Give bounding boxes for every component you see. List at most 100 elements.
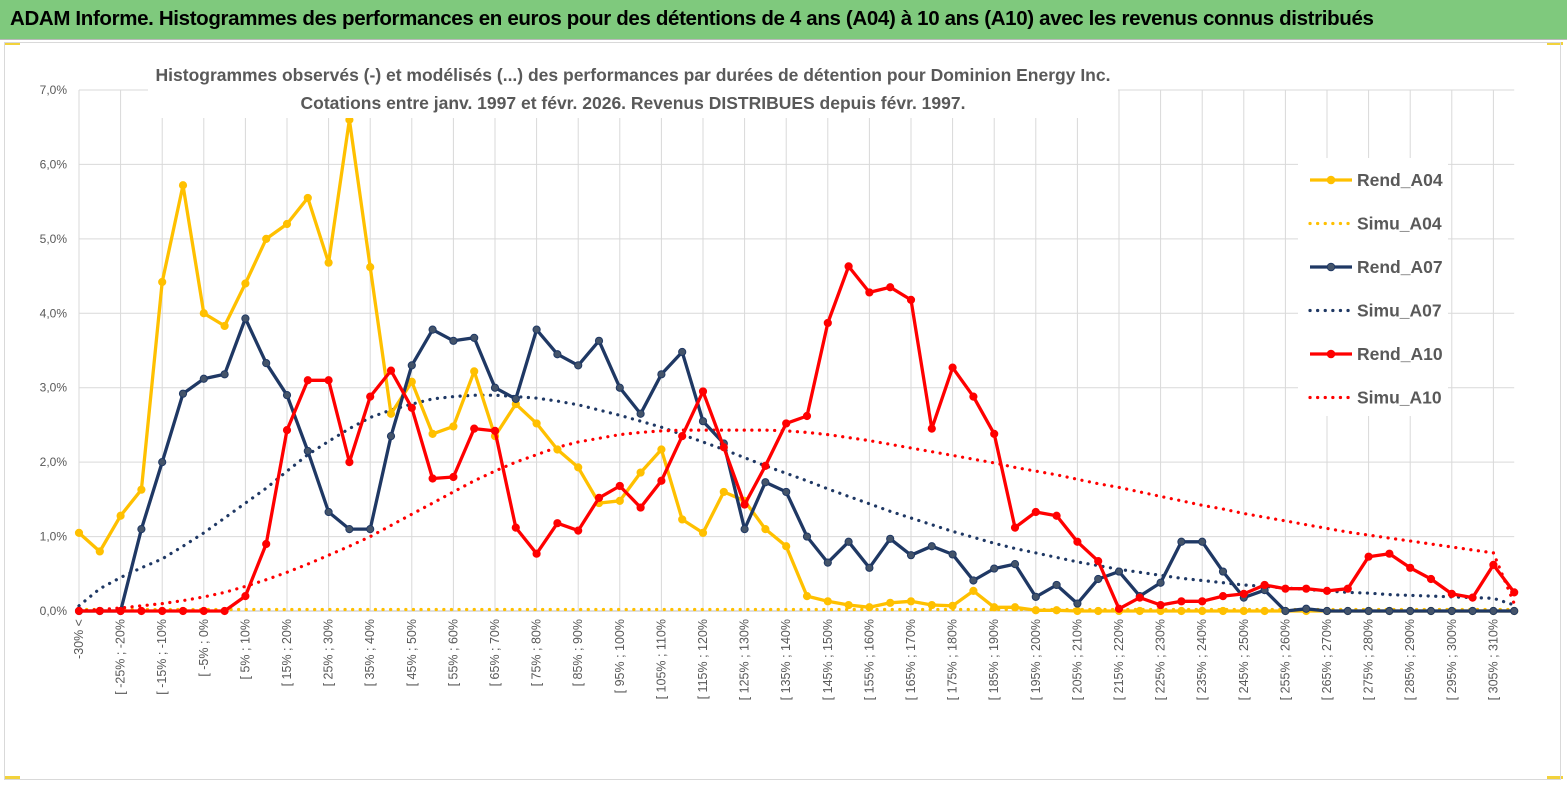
data-point [969,392,978,401]
data-point [449,472,458,482]
series-line [77,428,1516,613]
x-tick-label: [ 295% ; 300% [1445,619,1459,700]
data-point [969,586,978,596]
data-point [740,500,749,509]
data-point [1302,584,1311,593]
data-point [1364,552,1373,561]
data-point [1468,606,1477,616]
data-point [532,325,541,334]
data-point [303,376,312,385]
data-point [1322,586,1332,596]
x-tick-label: [ -25% ; -20% [114,619,128,695]
x-tick-label: [ 85% ; 90% [571,619,585,686]
data-point [948,363,957,372]
data-point [137,606,146,616]
data-point [1156,578,1165,587]
legend-marker [1326,262,1336,272]
data-point [1239,606,1248,616]
data-point [574,463,583,472]
x-axis: -30% < [ -25% ; -20% [ -15% ; -10% [ -5% ; … [72,610,1515,700]
legend-label: Simu_A04 [1357,214,1442,234]
data-point [95,606,104,616]
data-point [594,336,604,345]
y-axis: 0,0% 1,0% 2,0% 3,0% 4,0% 5,0% 6,0% 7,0% [40,83,68,618]
data-point [1094,606,1103,616]
x-tick-label: [ 95% ; 100% [613,619,627,693]
frame-corner-mark [1547,42,1563,45]
y-tick-label: 4,0% [40,306,68,320]
series-layer [74,115,1519,616]
data-point [865,563,874,572]
legend-item-simu-a10: Simu_A10 [1308,388,1442,408]
x-tick-label: [ 275% ; 280% [1362,619,1376,700]
legend-label: Simu_A10 [1357,388,1442,408]
data-point [1281,606,1290,616]
data-point [1177,597,1186,606]
data-point [782,487,791,497]
x-tick-label: [ 25% ; 30% [322,619,336,686]
data-point [1302,604,1311,613]
data-point [74,606,84,616]
data-point [116,511,125,520]
data-point [1322,606,1332,616]
x-tick-label: [ 105% ; 110% [654,619,668,699]
legend-label: Rend_A04 [1357,170,1443,190]
data-point [1094,557,1103,566]
data-point [532,419,541,428]
x-tick-label: [ 75% ; 80% [530,619,544,686]
legend-background [1298,158,1448,416]
data-point [220,321,229,331]
y-tick-label: 2,0% [40,455,68,469]
data-point [470,367,479,376]
data-point [241,592,250,601]
legend-label: Rend_A07 [1357,257,1443,277]
data-point [886,283,895,292]
series-line [77,118,1515,613]
x-tick-label: [ 175% ; 180% [946,619,960,700]
data-point [761,478,770,487]
chart-legend: Rend_A04 Simu_A04 Rend_A07 Simu_A07 Rend_A10… [1298,158,1448,416]
data-point [1510,606,1519,616]
frame-corner-mark [1547,776,1563,779]
x-tick-label: [ 35% ; 40% [363,619,377,686]
data-point [1073,606,1082,616]
data-point [366,263,375,272]
y-tick-label: 5,0% [40,232,68,246]
legend-marker [1326,349,1336,359]
data-point [1343,606,1352,616]
data-point [428,429,437,438]
data-point [1010,560,1020,569]
data-point [574,526,583,535]
chart-frame [4,42,1561,780]
data-point [532,549,541,558]
data-point [1010,523,1020,532]
data-point [844,537,853,546]
data-point [657,445,666,454]
data-point [449,336,458,345]
data-point [615,496,624,505]
x-tick-label: [ 205% ; 210% [1070,619,1084,700]
x-tick-label: [ 235% ; 240% [1195,619,1209,700]
data-point [782,542,791,551]
data-point [1010,603,1020,612]
data-point [178,606,188,616]
legend-label: Rend_A10 [1357,344,1443,364]
data-point [1343,584,1352,593]
x-tick-label: [ 225% ; 230% [1154,619,1168,700]
data-point [1218,592,1228,601]
data-point [407,361,416,370]
data-point [802,411,812,421]
data-point [262,359,271,368]
data-point [927,542,936,551]
data-point [698,387,708,396]
data-point [1198,537,1207,546]
data-point [823,318,832,328]
data-point [490,426,500,435]
y-tick-label: 1,0% [40,530,68,544]
x-tick-label: [ 185% ; 190% [987,619,1001,700]
data-point [262,234,271,243]
data-point [199,606,208,616]
data-point [1447,606,1456,616]
x-tick-label: [ 305% ; 310% [1486,619,1500,700]
data-point [636,409,645,418]
